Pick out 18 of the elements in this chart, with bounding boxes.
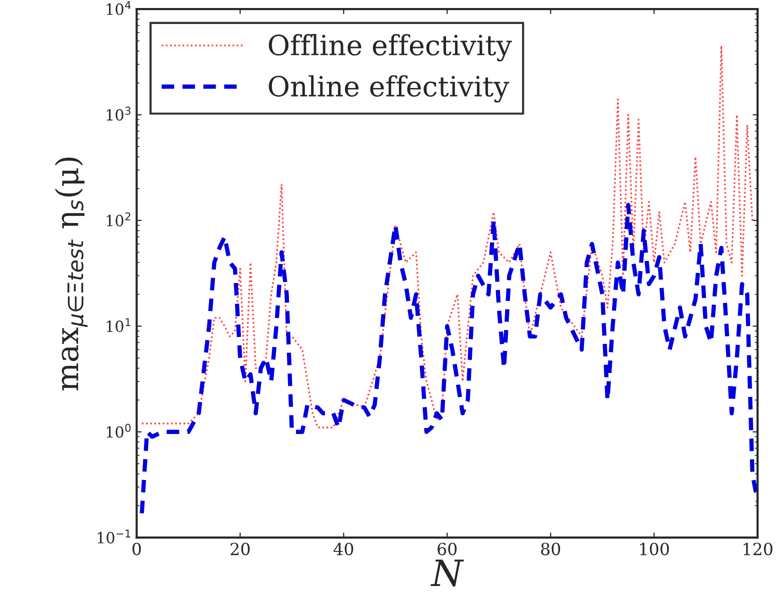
line-series (140, 202, 758, 516)
legend-label: Offline effectivity (268, 34, 512, 62)
y-tick-label: 10$^{3}$ (106, 106, 130, 121)
x-tick-label: 100 (640, 542, 669, 556)
y-axis-title: max$_{μ∈Ξtest}$ η$_{s}$(μ) (54, 158, 88, 390)
y-tick-label: 10$^{−1}$ (98, 530, 130, 544)
x-tick-label: 120 (744, 542, 772, 556)
y-tick-label: 10$^{0}$ (106, 424, 131, 438)
y-tick-label: 10$^{2}$ (106, 212, 130, 226)
y-tick-label: 10$^{4}$ (106, 1, 131, 15)
x-axis-title: N (430, 560, 464, 587)
y-tick-label: 10$^{1}$ (106, 318, 130, 332)
legend-label: Online effectivity (268, 75, 510, 103)
x-tick-label: 20 (230, 542, 250, 556)
x-tick-label: 0 (132, 542, 141, 556)
x-tick-label: 80 (541, 542, 560, 556)
x-tick-label: 60 (438, 542, 457, 556)
x-tick-label: 40 (334, 542, 354, 556)
